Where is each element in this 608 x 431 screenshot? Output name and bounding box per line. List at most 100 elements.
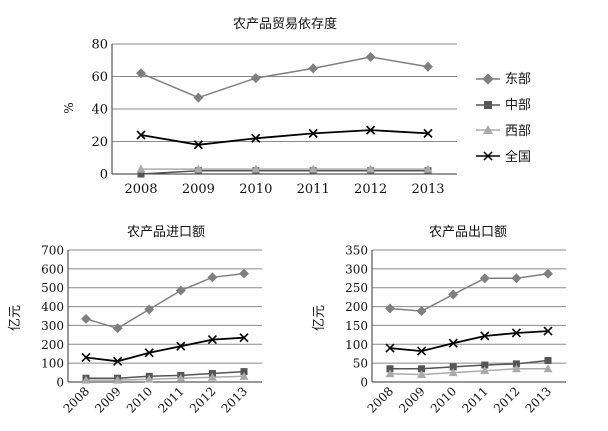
data-point-national <box>239 333 249 343</box>
data-point-west <box>511 364 521 373</box>
x-tick-label: 2010 <box>428 384 459 415</box>
data-point-west <box>423 164 433 173</box>
y-tick-label: 200 <box>41 338 64 352</box>
data-point-national <box>511 328 521 338</box>
x-tick-label: 2009 <box>92 384 123 415</box>
y-tick-label: 200 <box>345 300 368 314</box>
data-point-east <box>112 323 123 334</box>
series-line-central <box>140 170 428 175</box>
series-line-national <box>85 336 245 363</box>
y-tick-labels: 0 50 100 150 200 250 300 350 <box>345 244 368 390</box>
y-tick-label: 400 <box>41 300 64 314</box>
gridlines <box>112 43 457 142</box>
data-point-national <box>448 338 458 348</box>
data-point-national <box>144 348 154 358</box>
data-point-central <box>240 368 248 376</box>
data-point-east <box>308 63 319 74</box>
y-tick-label: 0 <box>360 376 368 390</box>
legend-marker-triangle <box>483 125 493 134</box>
data-point-national <box>385 343 395 353</box>
x-tick-label: 2010 <box>239 182 272 197</box>
legend-label-central: 中部 <box>505 98 531 113</box>
y-axis-label: 亿元 <box>8 305 23 331</box>
series-lines <box>385 268 553 378</box>
data-point-central <box>418 365 426 373</box>
data-point-national <box>251 133 261 143</box>
data-point-west <box>448 368 458 377</box>
data-point-east <box>144 304 155 315</box>
data-point-east <box>365 52 376 62</box>
data-point-east <box>423 61 433 72</box>
chart-title: 农产品出口额 <box>429 225 507 240</box>
x-tick-label: 2009 <box>182 182 215 197</box>
data-point-west <box>385 369 395 378</box>
series-line-national <box>140 129 429 146</box>
y-tick-label: 20 <box>91 135 108 150</box>
data-point-west <box>239 371 249 380</box>
data-point-central <box>137 170 145 178</box>
data-point-west <box>417 369 427 378</box>
legend-label-east: 东部 <box>505 72 531 87</box>
data-point-west <box>543 364 553 373</box>
axes <box>111 44 457 175</box>
data-point-east <box>511 273 522 284</box>
x-tick-label: 2009 <box>396 384 427 415</box>
series-line-national <box>389 330 549 353</box>
data-point-west <box>480 366 490 375</box>
data-point-national <box>308 128 318 138</box>
x-tick-labels: 2008 2009 2010 2011 2012 2013 <box>124 182 444 197</box>
axes <box>371 250 566 383</box>
data-point-east <box>448 289 459 300</box>
legend-label-national: 全国 <box>505 149 531 165</box>
data-point-national <box>417 346 427 356</box>
x-tick-label: 2012 <box>491 384 522 415</box>
data-point-east <box>250 73 261 84</box>
legend-label-west: 西部 <box>505 124 531 139</box>
data-point-west <box>251 164 261 173</box>
y-axis-label: % <box>62 102 76 113</box>
data-point-east <box>136 68 146 79</box>
x-tick-label: 2013 <box>219 384 250 415</box>
legend-marker-x <box>483 151 493 161</box>
y-tick-labels: 0 100 200 300 400 500 600 700 <box>41 244 64 390</box>
data-point-national <box>113 356 123 366</box>
series-line-east <box>389 273 549 312</box>
gridlines <box>372 249 566 364</box>
data-point-west <box>176 373 186 382</box>
x-tick-label: 2013 <box>411 182 444 197</box>
axes <box>67 250 262 383</box>
y-tick-label: 300 <box>41 319 64 333</box>
series-line-central <box>390 359 549 370</box>
data-point-national <box>176 341 186 351</box>
x-tick-label: 2011 <box>459 384 490 415</box>
chart-imports: 农产品进口额 亿元 0 100 200 300 400 500 600 700 2008 200… <box>8 225 262 416</box>
x-tick-label: 2011 <box>155 384 186 415</box>
x-tick-label: 2008 <box>124 182 157 197</box>
x-tick-label: 2010 <box>124 384 155 415</box>
legend-marker-diamond <box>482 73 494 85</box>
data-point-west <box>366 164 376 173</box>
gridlines <box>68 249 262 364</box>
series-lines <box>136 52 433 178</box>
data-point-central <box>544 357 552 365</box>
series-line-central <box>86 370 245 379</box>
data-point-west <box>113 375 123 384</box>
series-line-west <box>86 375 245 381</box>
data-point-west <box>136 164 146 173</box>
y-tick-label: 500 <box>41 281 64 295</box>
data-point-central <box>386 365 394 373</box>
y-tick-label: 150 <box>345 319 368 333</box>
y-axis-label: 亿元 <box>312 305 327 331</box>
x-tick-label: 2012 <box>354 182 387 197</box>
y-tick-label: 60 <box>91 70 108 85</box>
chart-title: 农产品进口额 <box>127 225 205 240</box>
legend-item-national: 全国 <box>476 149 531 165</box>
series-line-east <box>140 56 429 99</box>
series-line-east <box>85 272 245 330</box>
data-point-west <box>207 372 217 381</box>
data-point-east <box>81 313 91 324</box>
x-tick-labels: 2008 2009 2010 2011 2012 2013 <box>365 384 554 415</box>
y-tick-label: 700 <box>41 244 64 258</box>
series-lines <box>81 268 249 384</box>
legend-item-west: 西部 <box>476 124 531 139</box>
